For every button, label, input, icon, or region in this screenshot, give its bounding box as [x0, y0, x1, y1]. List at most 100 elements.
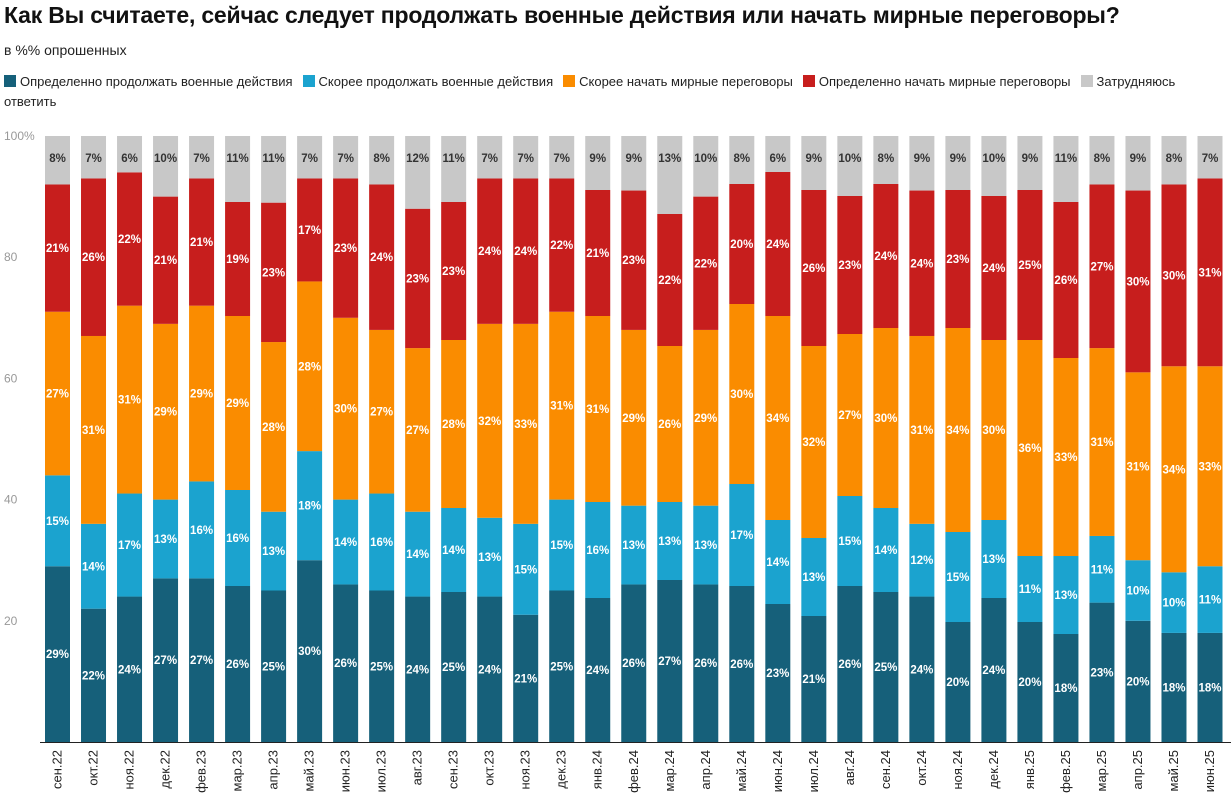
data-label: 33%	[1054, 452, 1077, 464]
bar-segment	[117, 172, 143, 306]
data-label: 27%	[658, 656, 681, 668]
x-tick-label: ноя.22	[122, 750, 137, 790]
bar-segment	[225, 136, 251, 202]
x-tick-label: сен.22	[50, 750, 65, 789]
bar-segment	[693, 505, 719, 585]
data-label: 18%	[1198, 682, 1221, 694]
bar-segment	[45, 136, 70, 185]
bar-segment	[189, 305, 215, 482]
x-tick-label: мар.24	[662, 750, 677, 791]
x-tick-label: сен.24	[878, 750, 893, 789]
data-label: 15%	[514, 564, 537, 576]
bar-segment	[477, 323, 503, 518]
bar-segment	[837, 586, 863, 742]
bar-segment	[945, 190, 971, 328]
legend-label: Определенно начать мирные переговоры	[818, 74, 1071, 89]
data-label: 8%	[878, 153, 895, 165]
bar-segment	[693, 329, 719, 506]
y-tick-label: 100%	[4, 129, 35, 143]
bar-segment	[765, 172, 791, 316]
data-label: 18%	[1054, 683, 1077, 695]
data-label: 9%	[1130, 153, 1147, 165]
bar-segment	[585, 502, 611, 598]
bar-segment	[657, 214, 683, 346]
data-label: 26%	[82, 252, 105, 264]
data-label: 14%	[766, 557, 789, 569]
data-label: 24%	[910, 258, 933, 270]
data-label: 30%	[730, 389, 753, 401]
bar-segment	[1161, 632, 1187, 742]
data-label: 29%	[226, 398, 249, 410]
data-label: 24%	[982, 263, 1005, 275]
bar-segment	[297, 281, 323, 452]
bar-segment	[765, 520, 791, 604]
chart-subtitle: в %% опрошенных	[4, 42, 127, 58]
x-tick-label: сен.23	[446, 750, 461, 789]
data-label: 13%	[1054, 590, 1077, 602]
data-label: 27%	[46, 389, 69, 401]
data-label: 14%	[442, 545, 465, 557]
bar-segment	[513, 136, 539, 179]
bar-segment	[945, 328, 971, 532]
data-label: 11%	[442, 153, 464, 165]
data-label: 21%	[190, 237, 213, 249]
bar-segment	[369, 136, 395, 185]
data-label: 24%	[406, 664, 429, 676]
y-tick-label: 80	[4, 250, 18, 264]
data-label: 24%	[118, 664, 141, 676]
bar-segment	[513, 523, 539, 615]
bar-segment	[513, 323, 539, 524]
data-label: 9%	[589, 153, 606, 165]
legend-label: Определенно продолжать военные действия	[20, 74, 293, 89]
data-label: 21%	[46, 243, 69, 255]
data-label: 21%	[514, 673, 537, 685]
bar-segment	[873, 328, 899, 508]
bar-segment	[909, 523, 935, 597]
bar-segment	[1125, 190, 1151, 373]
data-label: 26%	[658, 419, 681, 431]
data-label: 26%	[838, 659, 861, 671]
x-tick-label: авг.23	[410, 750, 425, 785]
data-label: 9%	[950, 153, 967, 165]
data-label: 27%	[838, 410, 861, 422]
bar-segment	[117, 305, 143, 494]
data-label: 23%	[262, 267, 285, 279]
data-label: 10%	[982, 153, 1005, 165]
bar-segment	[873, 508, 899, 592]
bar-segment	[765, 136, 791, 172]
bar-segment	[981, 520, 1007, 598]
data-label: 24%	[586, 665, 609, 677]
x-tick-label: дек.23	[554, 750, 569, 789]
data-label: 11%	[1199, 595, 1221, 607]
data-label: 30%	[1126, 276, 1149, 288]
x-tick-label: дек.24	[986, 750, 1001, 789]
legend-label: Скорее продолжать военные действия	[318, 74, 554, 89]
bar-segment	[1017, 190, 1043, 340]
legend: Определенно продолжать военные действия С…	[4, 72, 1204, 112]
bar-segment	[333, 136, 359, 179]
data-label: 23%	[622, 255, 645, 267]
data-label: 11%	[262, 153, 284, 165]
data-label: 23%	[1090, 667, 1113, 679]
x-tick-label: июн.25	[1202, 750, 1217, 792]
x-tick-label: май.23	[302, 750, 317, 792]
bar-segment	[621, 190, 647, 330]
bar-segment	[1053, 556, 1079, 634]
bar-segment	[621, 584, 647, 742]
data-label: 13%	[478, 552, 501, 564]
bar-segment	[45, 311, 70, 476]
data-label: 23%	[838, 260, 861, 272]
bar-segment	[729, 484, 755, 586]
bar-segment	[909, 335, 935, 524]
data-label: 26%	[802, 263, 825, 275]
x-tick-label: окт.22	[86, 750, 101, 786]
data-label: 30%	[982, 425, 1005, 437]
bar-segment	[297, 451, 323, 561]
data-label: 14%	[406, 549, 429, 561]
y-tick-label: 40	[4, 493, 18, 507]
data-label: 6%	[121, 153, 138, 165]
bar-segment	[153, 323, 179, 500]
legend-item: Определенно продолжать военные действия	[4, 74, 293, 89]
data-label: 13%	[802, 572, 825, 584]
x-tick-label: июн.23	[338, 750, 353, 792]
